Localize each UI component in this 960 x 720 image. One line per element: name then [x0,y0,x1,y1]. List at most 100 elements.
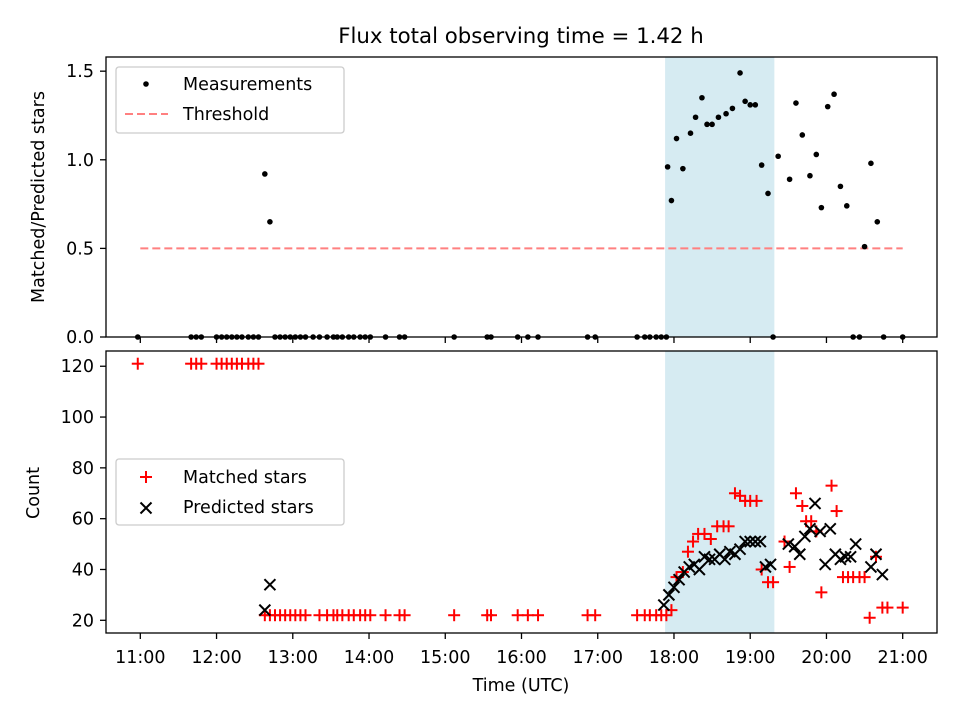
top-y-tick-label: 0.0 [66,328,94,348]
predicted-star-point [849,537,862,551]
predicted-star-point [803,522,817,536]
measurement-point [692,114,699,121]
predicted-star-point [844,550,857,563]
matched-star-point [687,535,700,548]
legend-label-measurements: Measurements [183,75,312,95]
matched-star-point [398,609,411,622]
measurement-point [799,132,806,138]
legend-marker-matched-stars [140,471,152,483]
matched-star-point [681,545,694,558]
measurement-point [758,162,765,168]
predicted-star-point [782,537,795,551]
predicted-star-point [744,535,757,548]
predicted-star-point [657,598,671,612]
predicted-star-point [662,588,676,602]
legend-label-predicted-stars: Predicted stars [183,498,314,518]
matched-star-point [789,487,802,500]
predicted-star-point [798,530,812,543]
measurement-point [680,165,686,172]
predicted-star-point [703,553,716,566]
bottom-x-ticks: 11:00 12:00 13:00 14:00 15:00 16:00 17:00 18:00… [115,633,928,668]
matched-star-point [532,609,545,622]
matched-star-point [783,560,796,573]
predicted-star-point [793,548,806,561]
bottom-shade-window [665,351,775,633]
top-shade-window [665,57,775,337]
matched-star-point [881,601,894,614]
bottom-marks [131,357,909,624]
measurement-point [737,70,743,76]
x-tick-label: 14:00 [344,648,394,668]
bottom-y-axis-label: Count [24,467,44,519]
top-panel: 0.0 0.5 1.0 1.5 Matched/Predicted stars Mea… [29,56,938,348]
measurement-point [752,102,759,108]
predicted-star-point [749,535,762,548]
matched-star-point [728,487,741,500]
measurement-point [704,121,710,128]
measurement-point [262,171,268,177]
top-y-axis-label: Matched/Predicted stars [29,91,49,303]
predicted-star-point [738,535,752,548]
matched-star-point [734,489,747,502]
measurement-point [786,176,793,183]
measurement-point [824,103,831,110]
predicted-star-point [869,548,883,561]
matched-star-point [589,609,602,622]
predicted-star-point [818,558,832,571]
measurement-point [747,102,754,108]
x-tick-label: 15:00 [420,648,470,668]
predicted-star-point [667,581,681,594]
measurement-point [664,164,671,170]
x-tick-label: 17:00 [573,648,623,668]
x-tick-label: 13:00 [268,648,318,668]
predicted-star-point [764,558,777,571]
matched-star-point [815,586,828,599]
measurement-point [874,219,881,225]
matched-star-point [131,357,144,370]
bottom-y-tick-label: 80 [72,459,94,479]
bottom-legend: Matched stars Predicted stars [115,458,345,526]
matched-star-point [195,357,208,370]
x-axis-label: Time (UTC) [472,676,570,696]
legend-label-threshold: Threshold [182,105,269,125]
matched-star-point [830,505,843,518]
measurement-point [868,160,874,167]
predicted-star-point [824,522,837,536]
matched-star-point [252,357,265,370]
predicted-star-point [754,535,767,548]
predicted-star-point [718,553,732,566]
top-x-ticks [139,337,904,343]
measurement-point [837,183,844,190]
matched-star-point [299,609,312,622]
predicted-star-point [733,542,747,556]
measurement-point [831,91,837,98]
predicted-star-point [672,573,686,586]
measurement-point [742,98,748,105]
legend-marker-measurements [143,81,149,87]
matched-star-point [870,550,883,563]
bottom-y-tick-label: 40 [72,560,94,580]
matched-star-point [698,527,711,540]
matched-star-point [863,611,876,624]
top-y-ticks: 0.0 0.5 1.0 1.5 [66,62,106,348]
matched-star-point [665,604,678,617]
measurement-point [807,172,813,179]
matched-star-point [796,499,809,512]
legend-marker-predicted-stars [139,501,153,515]
measurement-point [813,151,820,158]
measurement-point [709,121,715,128]
bottom-y-tick-label: 20 [72,611,94,631]
x-tick-label: 21:00 [877,648,927,668]
bottom-y-tick-label: 120 [61,357,94,377]
top-y-tick-label: 1.0 [66,151,94,171]
bottom-legend-box [115,458,345,526]
top-y-tick-label: 1.5 [66,62,94,82]
chart-title: Flux total observing time = 1.42 h [338,24,704,49]
measurement-point [765,190,771,197]
measurement-point [723,110,729,117]
bottom-y-ticks: 20 40 60 80 100 120 [61,357,106,631]
predicted-star-point [788,540,801,553]
predicted-star-point [839,550,852,563]
x-tick-label: 16:00 [496,648,546,668]
